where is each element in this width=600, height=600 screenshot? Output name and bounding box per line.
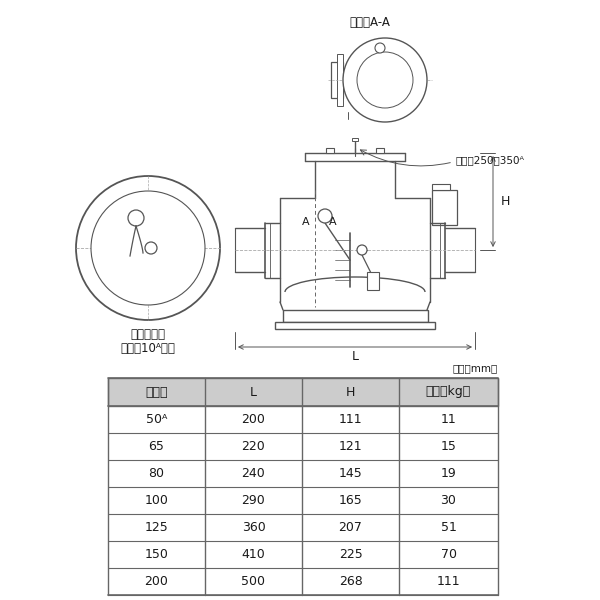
- Bar: [331, 62, 343, 98]
- Bar: [157, 243, 167, 253]
- Bar: [376, 148, 384, 153]
- Text: 50ᴬ: 50ᴬ: [146, 413, 167, 426]
- Bar: [432, 190, 457, 225]
- Bar: [326, 148, 334, 153]
- Text: 360: 360: [242, 521, 265, 534]
- Bar: [337, 54, 343, 106]
- Text: 165: 165: [338, 494, 362, 507]
- Text: A: A: [329, 217, 337, 227]
- Text: 呼び径10ᴬ以下: 呼び径10ᴬ以下: [121, 341, 175, 355]
- Text: L: L: [352, 350, 359, 364]
- Text: 19: 19: [440, 467, 457, 480]
- Text: 単位（mm）: 単位（mm）: [453, 363, 498, 373]
- Bar: [283, 310, 428, 322]
- Bar: [352, 138, 358, 141]
- Circle shape: [128, 210, 144, 226]
- Text: 100: 100: [145, 494, 169, 507]
- Text: 225: 225: [338, 548, 362, 561]
- Text: 11: 11: [440, 413, 457, 426]
- Text: 65: 65: [149, 440, 164, 453]
- Text: A: A: [302, 217, 310, 227]
- Text: 268: 268: [338, 575, 362, 588]
- Text: 220: 220: [242, 440, 265, 453]
- Text: L: L: [250, 385, 257, 398]
- Text: 111: 111: [338, 413, 362, 426]
- Circle shape: [357, 245, 367, 255]
- Circle shape: [375, 43, 385, 53]
- Text: 80: 80: [149, 467, 164, 480]
- Text: 断面　A-A: 断面 A-A: [350, 16, 391, 29]
- Circle shape: [318, 209, 332, 223]
- Bar: [126, 216, 134, 280]
- Text: 200: 200: [145, 575, 169, 588]
- Bar: [108, 378, 498, 406]
- Text: H: H: [346, 385, 355, 398]
- Text: 70: 70: [440, 548, 457, 561]
- Bar: [357, 56, 365, 104]
- Text: 410: 410: [242, 548, 265, 561]
- Text: 15: 15: [440, 440, 457, 453]
- Bar: [275, 322, 435, 329]
- Text: 207: 207: [338, 521, 362, 534]
- Circle shape: [91, 191, 205, 305]
- Text: 150: 150: [145, 548, 169, 561]
- Text: 125: 125: [145, 521, 169, 534]
- Text: 500: 500: [241, 575, 265, 588]
- Circle shape: [76, 176, 220, 320]
- Text: 290: 290: [242, 494, 265, 507]
- Text: H: H: [501, 195, 511, 208]
- Text: 145: 145: [338, 467, 362, 480]
- Text: 240: 240: [242, 467, 265, 480]
- Text: 弁体の構造: 弁体の構造: [131, 328, 166, 340]
- Bar: [130, 276, 150, 288]
- Circle shape: [357, 52, 413, 108]
- Text: 121: 121: [338, 440, 362, 453]
- Text: 111: 111: [437, 575, 460, 588]
- Text: 質量（kg）: 質量（kg）: [426, 385, 471, 398]
- Text: 30: 30: [440, 494, 457, 507]
- Circle shape: [343, 38, 427, 122]
- Text: 51: 51: [440, 521, 457, 534]
- Circle shape: [145, 242, 157, 254]
- Bar: [367, 272, 379, 290]
- Text: 呼び径250～350ᴬ: 呼び径250～350ᴬ: [455, 155, 524, 165]
- Text: 200: 200: [242, 413, 265, 426]
- Text: 呼び径: 呼び径: [145, 385, 168, 398]
- Bar: [432, 184, 450, 190]
